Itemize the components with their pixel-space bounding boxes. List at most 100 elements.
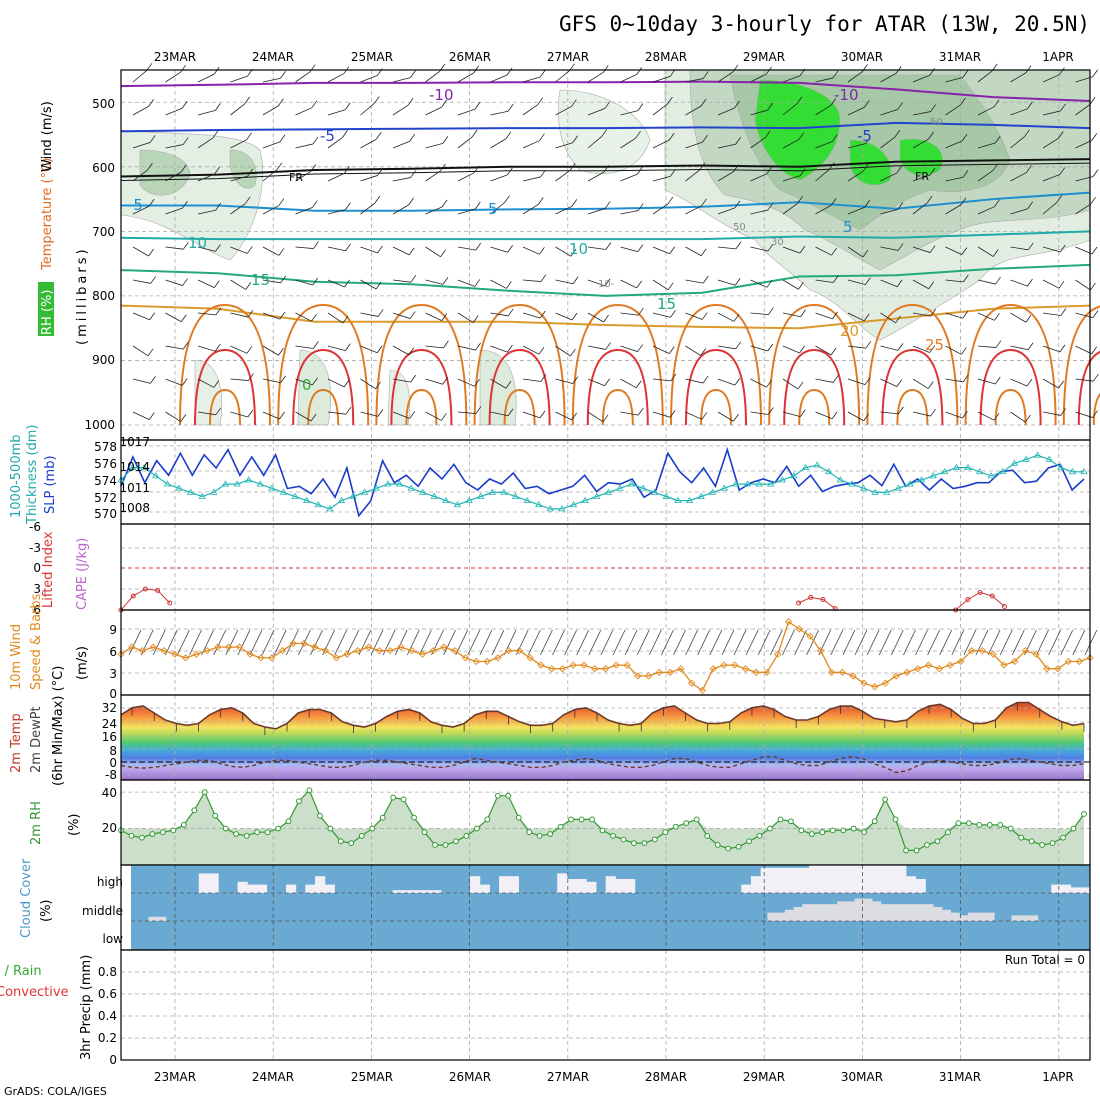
wind-barb — [197, 173, 215, 182]
contour-label: 10- — [598, 279, 615, 290]
thickness-marker — [198, 492, 206, 499]
surface-wind-barb — [1072, 629, 1086, 656]
wind-barb — [230, 75, 248, 83]
wind-barb — [1075, 246, 1093, 255]
boundary-layer-isotherm — [783, 348, 846, 426]
wind-barb — [847, 206, 865, 215]
wind-barb — [555, 312, 573, 321]
surface-wind-barb — [225, 629, 239, 656]
wind-speed-line — [120, 620, 1091, 692]
wind-barb-flag — [669, 246, 676, 254]
wind-barb — [522, 411, 541, 419]
wind-barb — [587, 136, 603, 149]
wind-barb-flag — [602, 414, 609, 423]
wind-barb — [392, 345, 409, 356]
wind-barbs — [132, 63, 1099, 423]
wind-barb — [132, 246, 149, 257]
wind-speed-marker — [860, 679, 868, 687]
wind-barb-flag — [474, 379, 480, 387]
wind-barb — [717, 411, 734, 422]
wind-speed-marker — [924, 661, 933, 669]
wind-barb-flag — [603, 165, 610, 173]
wind-barb-flag — [767, 102, 774, 111]
wind-barb-flag — [147, 348, 154, 357]
rh-point — [264, 829, 271, 836]
thickness-marker — [999, 467, 1007, 475]
wind-barb-flag — [312, 277, 319, 286]
cloud-bar-middle — [148, 916, 158, 921]
wind-barb-flag — [215, 307, 222, 316]
wind-barb — [457, 136, 473, 149]
precip-total-label: Total / Rain — [0, 964, 42, 979]
wind-barb — [197, 137, 214, 149]
rh-point — [139, 834, 145, 841]
wind-barb — [782, 203, 798, 215]
wind-barb-flag — [245, 282, 252, 290]
cloud-bar-middle — [776, 912, 786, 921]
wind-barb-flag — [182, 137, 189, 145]
wind-barb-flag — [571, 99, 577, 107]
wind-barb-flag — [375, 281, 382, 290]
lifted-index-line — [798, 596, 836, 610]
thickness-marker — [233, 480, 241, 487]
cloud-bar-middle — [906, 904, 917, 921]
wind-barb — [587, 246, 606, 250]
wind-barb-flag — [862, 249, 869, 258]
wind-barb-flag — [960, 197, 967, 205]
wind-barb-flag — [1027, 242, 1034, 251]
wind-barb-flag — [1059, 244, 1066, 253]
wind-barb — [1075, 279, 1091, 291]
boundary-layer-isotherm — [209, 388, 241, 426]
wind-barb-flag — [1092, 169, 1099, 177]
thickness-marker — [442, 496, 450, 504]
upper-air-grid — [121, 70, 1090, 440]
surface-wind-barb — [757, 629, 771, 656]
rh-point — [672, 823, 679, 830]
surface-wind-barb — [1060, 629, 1074, 656]
thickness-marker — [546, 505, 554, 512]
wind-barb-flag — [799, 168, 806, 176]
cloud-bar-middle — [950, 912, 960, 921]
wind-barb — [360, 246, 378, 254]
wind-barb-flag — [767, 243, 774, 252]
surface-wind-barb — [527, 629, 541, 656]
surface-wind-barb — [552, 629, 565, 656]
wind-barb-flag — [506, 67, 513, 76]
wind-barb — [977, 279, 996, 285]
rh-point — [683, 820, 690, 826]
wind-barb — [230, 411, 248, 418]
wind-barb — [1042, 174, 1060, 182]
wind-barb-flag — [474, 279, 481, 287]
temperature-grid — [121, 695, 1090, 780]
thickness-marker — [616, 484, 624, 491]
wind-barb-flag — [1059, 67, 1065, 75]
wind-barb-flag — [213, 280, 220, 288]
surface-wind-barb — [491, 629, 505, 656]
rh-point — [494, 792, 501, 799]
wind-barb — [880, 312, 896, 324]
lifted-index-point — [808, 594, 814, 600]
wind-barb-flag — [180, 64, 186, 73]
boundary-layer-isotherm — [194, 348, 256, 426]
wind-barb — [457, 378, 475, 387]
surface-wind-barb — [564, 629, 577, 656]
rh-point — [871, 818, 878, 825]
wind-barb — [1010, 411, 1026, 423]
rh-point — [379, 814, 386, 821]
cloud-bar-middle — [863, 898, 873, 921]
wind-barb-flag — [377, 309, 384, 317]
wind-barb-flag — [929, 245, 936, 253]
rh-point — [913, 847, 920, 854]
wind-barb-flag — [797, 381, 804, 390]
cloud-bar-high — [780, 867, 791, 893]
wind-speed-marker — [203, 647, 211, 655]
wind-barb — [132, 312, 150, 321]
rh-point — [243, 832, 250, 839]
cloud-bar-high — [1070, 887, 1081, 893]
wind-barb — [490, 312, 509, 317]
wind-grid — [121, 610, 1090, 695]
wind-barb-flag — [215, 203, 221, 211]
wind-barb — [1010, 279, 1028, 287]
wind-barb — [457, 208, 476, 215]
wind-barb-flag — [638, 307, 644, 316]
